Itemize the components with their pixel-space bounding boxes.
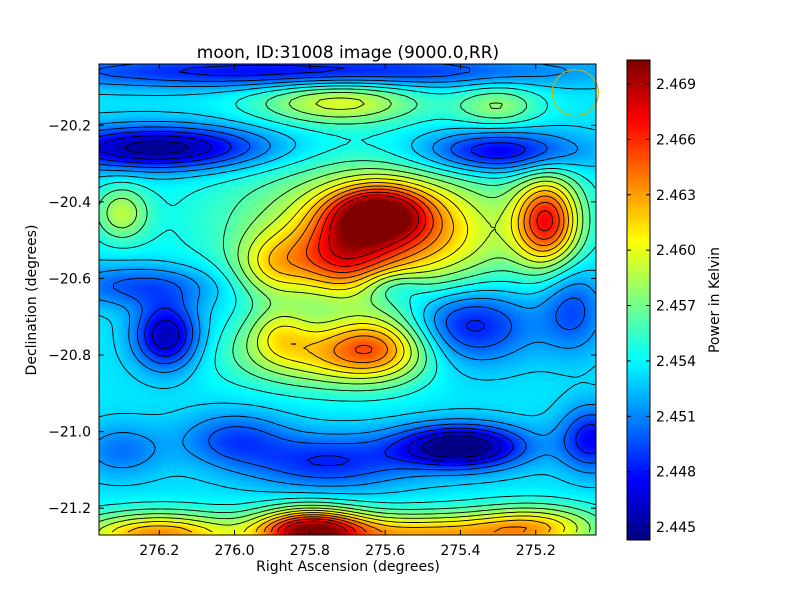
contour-level-10: [98, 97, 578, 533]
contour-level-12: [127, 182, 569, 533]
y-tick-label: −21.2: [48, 501, 91, 517]
contour-level-9: [98, 91, 591, 533]
colorbar-frame: [626, 59, 651, 541]
y-tick-label: −20.4: [48, 195, 91, 211]
y-tick-label: −21.0: [48, 425, 91, 441]
x-tick-label: 275.8: [290, 543, 330, 559]
beam-circle: [551, 69, 599, 117]
colorbar-tick-label: 2.448: [656, 465, 696, 481]
x-tick-label: 276.0: [214, 543, 254, 559]
colorbar-tick-label: 2.460: [656, 243, 696, 259]
contour-level-14: [270, 188, 560, 533]
contour-level-11: [111, 178, 574, 533]
colorbar-tick-label: 2.463: [656, 188, 696, 204]
contour-level-16: [284, 194, 420, 533]
contour-level-3: [98, 64, 596, 467]
y-tick-label: −20.6: [48, 271, 91, 287]
colorbar-tick-label: 2.466: [656, 132, 696, 148]
colorbar-tick-label: 2.445: [656, 520, 696, 536]
colorbar-tick-label: 2.457: [656, 299, 696, 315]
y-tick-label: −20.8: [48, 348, 91, 364]
y-axis-ticks: −20.2 −20.4 −20.6 −20.8 −21.0 −21.2: [48, 118, 596, 517]
colorbar-label: Power in Kelvin: [707, 247, 723, 353]
chart-title: moon, ID:31008 image (9000.0,RR): [197, 43, 499, 63]
colorbar-ticks: 2.445 2.448 2.451 2.454 2.457 2.460 2.463 2.466…: [627, 77, 696, 536]
x-tick-label: 275.6: [365, 543, 405, 559]
x-tick-label: 275.2: [516, 543, 556, 559]
colorbar-tick-label: 2.469: [656, 77, 696, 93]
y-axis-label: Declination (degrees): [24, 225, 40, 376]
contour-lines: [98, 63, 596, 533]
x-tick-label: 276.2: [139, 543, 179, 559]
plot-area: 276.2 276.0 275.8 275.6 275.4 275.2 −20.2−20.…: [48, 63, 599, 559]
colorbar-tick-label: 2.454: [656, 354, 696, 370]
contour-level-7: [98, 85, 596, 507]
contour-level-4: [98, 63, 596, 479]
x-axis-ticks: 276.2 276.0 275.8 275.6 275.4 275.2: [139, 64, 556, 559]
contour-level-15: [277, 191, 554, 533]
contour-level-1: [124, 140, 491, 458]
y-tick-label: −20.2: [48, 118, 91, 134]
x-tick-label: 275.4: [440, 543, 480, 559]
contour-level-13: [263, 185, 565, 533]
plot-frame: [98, 63, 597, 536]
contour-level-8: [98, 88, 596, 516]
colorbar-gradient: [627, 60, 650, 540]
contour-level-6: [98, 82, 596, 495]
colorbar-tick-label: 2.451: [656, 409, 696, 425]
contour-level-2: [98, 135, 503, 463]
colorbar: 2.445 2.448 2.451 2.454 2.457 2.460 2.463 2.466…: [626, 59, 723, 541]
x-axis-label: Right Ascension (degrees): [256, 559, 440, 575]
